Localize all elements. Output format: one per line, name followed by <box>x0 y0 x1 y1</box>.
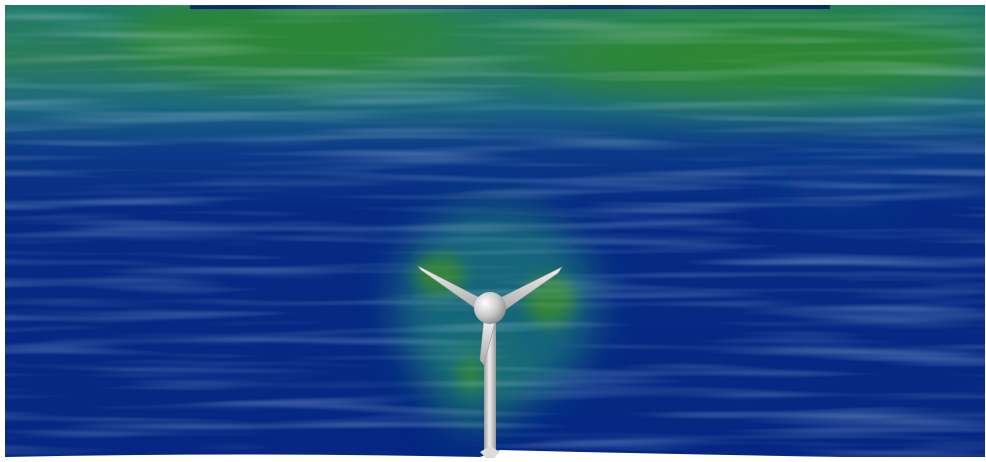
wind-turbine <box>417 265 563 458</box>
hub <box>474 292 506 324</box>
tower-base <box>480 446 500 458</box>
ground-edge <box>5 450 843 457</box>
